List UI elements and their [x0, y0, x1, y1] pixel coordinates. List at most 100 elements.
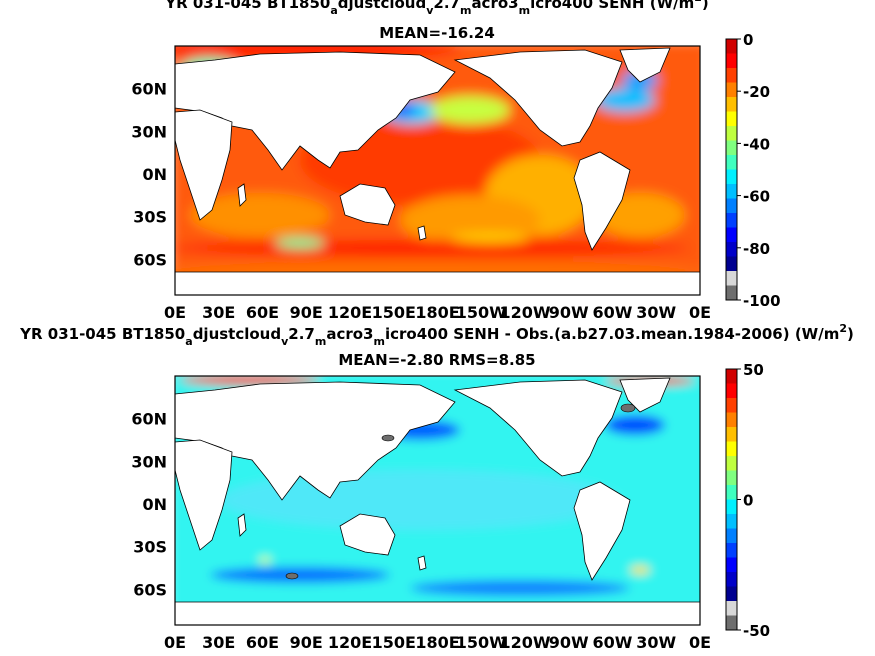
colorbar-swatch	[726, 456, 737, 471]
title-segment: m	[373, 335, 384, 348]
colorbar-swatch	[726, 557, 737, 573]
colorbar-swatch	[726, 242, 737, 257]
colorbar-swatch	[726, 412, 737, 428]
colorbar-swatch	[726, 271, 737, 286]
field-gulf-blue	[605, 415, 665, 435]
map-field	[175, 376, 700, 625]
land-north-america	[453, 379, 623, 477]
colorbar-swatch	[726, 369, 737, 384]
colorbar-swatch	[726, 39, 737, 54]
land-africa	[175, 439, 233, 551]
colorbar-swatch	[726, 441, 737, 457]
colorbar-swatch	[726, 97, 737, 112]
y-tick-label: 60S	[133, 580, 167, 599]
colorbar-tick-label: 50	[743, 361, 764, 379]
x-tick-label: 60W	[593, 633, 633, 652]
colorbar-tick-label: -50	[743, 622, 770, 640]
colorbar-tick-label: 0	[743, 31, 753, 49]
title-segment: a	[185, 335, 192, 348]
title-segment: )	[702, 0, 709, 12]
title-segment: 2	[694, 0, 702, 4]
field-southern-green	[275, 238, 325, 248]
map-field	[175, 46, 700, 295]
y-tick-label: 30N	[131, 452, 167, 471]
colorbar-swatch	[726, 615, 737, 631]
colorbar-swatch	[726, 111, 737, 127]
colorbar-swatch	[726, 398, 737, 413]
colorbar-swatch	[726, 126, 737, 141]
x-tick-label: 30E	[202, 633, 235, 652]
x-tick-label: 90W	[549, 303, 589, 322]
title-segment: v	[281, 335, 289, 348]
title-segment: )	[847, 325, 854, 343]
x-tick-label: 90E	[290, 633, 323, 652]
colorbar-swatch	[726, 184, 737, 199]
title-segment: YR 031-045 BT1850	[164, 0, 330, 12]
land-australia	[339, 513, 396, 556]
colorbar-swatch	[726, 169, 737, 185]
colorbar: 0 -20 -40 -60 -80 -100	[725, 31, 781, 310]
colorbar-swatch	[726, 528, 737, 544]
land-australia	[339, 183, 396, 226]
colorbar-swatch	[726, 285, 737, 301]
title-segment: acro3	[471, 0, 518, 12]
y-tick-label: 60N	[131, 80, 167, 99]
title-segment: a	[330, 4, 337, 17]
x-tick-label: 90E	[290, 303, 323, 322]
colorbar-swatch	[726, 82, 737, 98]
chart-title: YR 031-045 BT1850adjustcloudv2.7macro3mi…	[19, 322, 854, 348]
x-tick-label: 0E	[689, 303, 711, 322]
missing-okhotsk	[381, 434, 395, 442]
field-southern-band	[175, 240, 690, 256]
x-tick-label: 0E	[164, 303, 186, 322]
x-tick-label: 120E	[328, 633, 372, 652]
colorbar-swatch	[726, 470, 737, 486]
colorbar-frame	[725, 38, 738, 301]
land-antarctica	[175, 271, 700, 295]
field-southern-yellow	[450, 233, 530, 243]
colorbar: 50 0 -50	[725, 361, 770, 640]
chart-title: YR 031-045 BT1850adjustcloudv2.7macro3mi…	[164, 0, 709, 17]
x-tick-label: 30W	[636, 303, 676, 322]
title-segment: 2	[839, 322, 847, 335]
land-north-america	[453, 49, 623, 147]
x-tick-label: 120W	[499, 633, 550, 652]
field-southern-yellow	[630, 566, 650, 574]
map-frame	[174, 375, 701, 626]
chart-subtitle: MEAN=-2.80 RMS=8.85	[338, 351, 535, 369]
x-tick-label: 30E	[202, 303, 235, 322]
colorbar-swatch	[726, 53, 737, 69]
x-tick-label: 30W	[636, 633, 676, 652]
missing-weddell	[285, 572, 299, 580]
field-southern-yellow-west	[259, 557, 271, 563]
land-africa	[175, 109, 233, 221]
colorbar-tick-label: -80	[743, 240, 770, 258]
x-tick-label: 180E	[415, 633, 459, 652]
missing-patches	[285, 403, 636, 580]
x-tick-label: 60W	[593, 303, 633, 322]
land-madagascar	[237, 513, 247, 537]
land-greenland	[619, 47, 671, 83]
colorbar-swatch	[726, 383, 737, 399]
field-north-pacific	[430, 96, 510, 124]
field-arctic-red	[180, 376, 320, 385]
panel-sensible-heat: YR 031-045 BT1850adjustcloudv2.7macro3mi…	[131, 0, 780, 322]
field-southern-blue	[210, 567, 390, 583]
colorbar-tick-label: -100	[743, 292, 781, 310]
colorbar-swatch	[726, 499, 737, 515]
title-segment: icro400 SENH - Obs.(a.b27.03.mean.1984-2…	[385, 325, 839, 343]
colorbar-swatch	[726, 586, 737, 602]
colorbar-swatch	[726, 601, 737, 616]
colorbar-swatch	[726, 256, 737, 272]
title-segment: YR 031-045 BT1850	[19, 325, 185, 343]
x-tick-label: 90W	[549, 633, 589, 652]
x-tick-label: 150E	[372, 633, 416, 652]
colorbar-tick-label: -60	[743, 188, 770, 206]
colorbar-tick-label: 0	[743, 492, 753, 510]
colorbar-swatch	[726, 68, 737, 83]
land-madagascar	[237, 183, 247, 207]
x-tick-label: 120W	[499, 303, 550, 322]
